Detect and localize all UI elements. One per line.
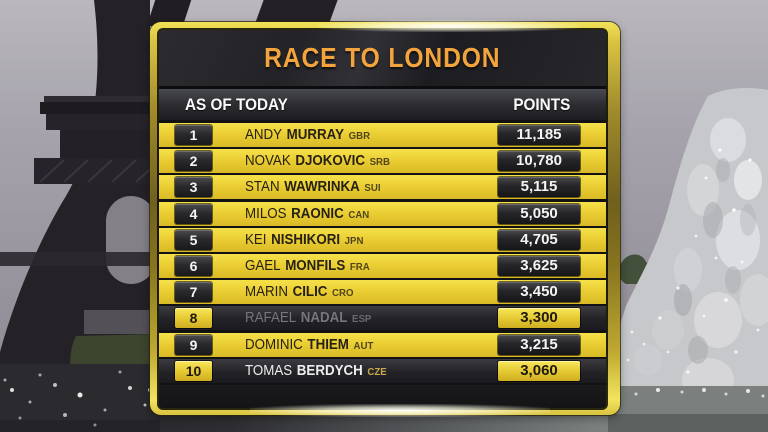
player-name: NOVAK DJOKOVIC SRB: [245, 153, 390, 169]
player-first-name: ANDY: [245, 127, 283, 143]
country-code: CAN: [348, 208, 370, 221]
points-value: 5,115: [498, 177, 580, 198]
player-last-name: MONFILS: [285, 257, 346, 274]
eiffel-tower-silhouette: [0, 0, 160, 432]
player-first-name: MILOS: [245, 205, 287, 222]
country-code: JPN: [344, 234, 364, 247]
rank-badge: 7: [175, 282, 212, 303]
player-first-name: NOVAK: [245, 153, 291, 170]
rank-badge: 2: [175, 151, 212, 172]
points-value: 3,060: [498, 360, 580, 381]
table-row: 4 MILOS RAONIC CAN 5,050: [159, 201, 606, 226]
points-value: 4,705: [498, 229, 580, 250]
country-code: AUT: [353, 339, 374, 352]
player-name: KEI NISHIKORI JPN: [245, 232, 363, 248]
table-row: 2 NOVAK DJOKOVIC SRB 10,780: [159, 149, 606, 174]
table-row: 6 GAEL MONFILS FRA 3,625: [159, 253, 606, 278]
table-row: 3 STAN WAWRINKA SUI 5,115: [159, 175, 606, 200]
rank-badge: 3: [175, 177, 212, 198]
player-last-name: BERDYCH: [296, 362, 363, 379]
country-code: CRO: [332, 287, 354, 300]
points-value: 3,300: [498, 308, 580, 329]
points-value: 3,215: [498, 334, 580, 355]
player-name: MILOS RAONIC CAN: [245, 206, 369, 222]
table-row-withdrawn: 8 RAFAEL NADAL ESP 3,300: [159, 306, 606, 331]
points-value: 10,780: [498, 151, 580, 172]
fountain-image: [608, 88, 768, 432]
panel-inner: RACE TO LONDON AS OF TODAY POINTS 1 ANDY…: [159, 30, 606, 408]
player-name: STAN WAWRINKA SUI: [245, 179, 381, 195]
points-value: 5,050: [498, 203, 580, 224]
country-code: FRA: [349, 260, 370, 273]
player-name: GAEL MONFILS FRA: [245, 258, 370, 274]
player-first-name: GAEL: [245, 257, 281, 274]
points-value: 3,625: [498, 255, 580, 276]
player-last-name: NADAL: [300, 310, 348, 327]
player-last-name: MURRAY: [286, 127, 345, 143]
player-name: MARIN CILIC CRO: [245, 284, 354, 300]
rank-badge: 1: [175, 125, 212, 145]
player-first-name: RAFAEL: [245, 310, 297, 327]
column-header-asof: AS OF TODAY: [185, 94, 288, 114]
player-name: TOMAS BERDYCH CZE: [245, 363, 387, 379]
player-first-name: MARIN: [245, 284, 288, 301]
rank-badge: 10: [175, 360, 212, 381]
rank-badge: 4: [175, 203, 212, 224]
table-row: 7 MARIN CILIC CRO 3,450: [159, 280, 606, 305]
country-code: CZE: [367, 365, 387, 378]
country-code: ESP: [352, 313, 372, 326]
points-value: 11,185: [498, 125, 580, 145]
table-row: 1 ANDY MURRAY GBR 11,185: [159, 123, 606, 147]
title-bar: RACE TO LONDON: [159, 30, 606, 86]
table-row: 9 DOMINIC THIEM AUT 3,215: [159, 332, 606, 357]
player-name: ANDY MURRAY GBR: [245, 127, 370, 143]
player-last-name: NISHIKORI: [271, 231, 341, 248]
rank-badge: 6: [175, 255, 212, 276]
player-name: RAFAEL NADAL ESP: [245, 310, 371, 326]
column-header: AS OF TODAY POINTS: [159, 89, 606, 120]
player-first-name: DOMINIC: [245, 336, 303, 353]
player-name: DOMINIC THIEM AUT: [245, 337, 373, 353]
player-first-name: KEI: [245, 231, 267, 248]
player-last-name: THIEM: [307, 336, 349, 353]
player-first-name: TOMAS: [245, 362, 293, 379]
page-title: RACE TO LONDON: [264, 42, 501, 73]
table-row: 5 KEI NISHIKORI JPN 4,705: [159, 227, 606, 252]
country-code: SUI: [364, 182, 381, 195]
player-first-name: STAN: [245, 179, 280, 196]
table-row: 10 TOMAS BERDYCH CZE 3,060: [159, 358, 606, 383]
ranking-table: 1 ANDY MURRAY GBR 11,185 2 NOVAK DJOKOVIC SR…: [159, 123, 606, 385]
leaderboard-panel: RACE TO LONDON AS OF TODAY POINTS 1 ANDY…: [150, 20, 620, 417]
player-last-name: WAWRINKA: [284, 179, 360, 196]
rank-badge: 8: [175, 308, 212, 329]
column-header-points: POINTS: [513, 94, 570, 114]
player-last-name: RAONIC: [291, 205, 344, 222]
divider: [159, 86, 606, 89]
player-last-name: CILIC: [292, 284, 328, 301]
player-last-name: DJOKOVIC: [295, 153, 366, 170]
panel-footer: [159, 384, 606, 408]
rank-badge: 9: [175, 334, 212, 355]
country-code: GBR: [348, 130, 371, 142]
country-code: SRB: [369, 156, 391, 169]
points-value: 3,450: [498, 282, 580, 303]
rank-badge: 5: [175, 229, 212, 250]
